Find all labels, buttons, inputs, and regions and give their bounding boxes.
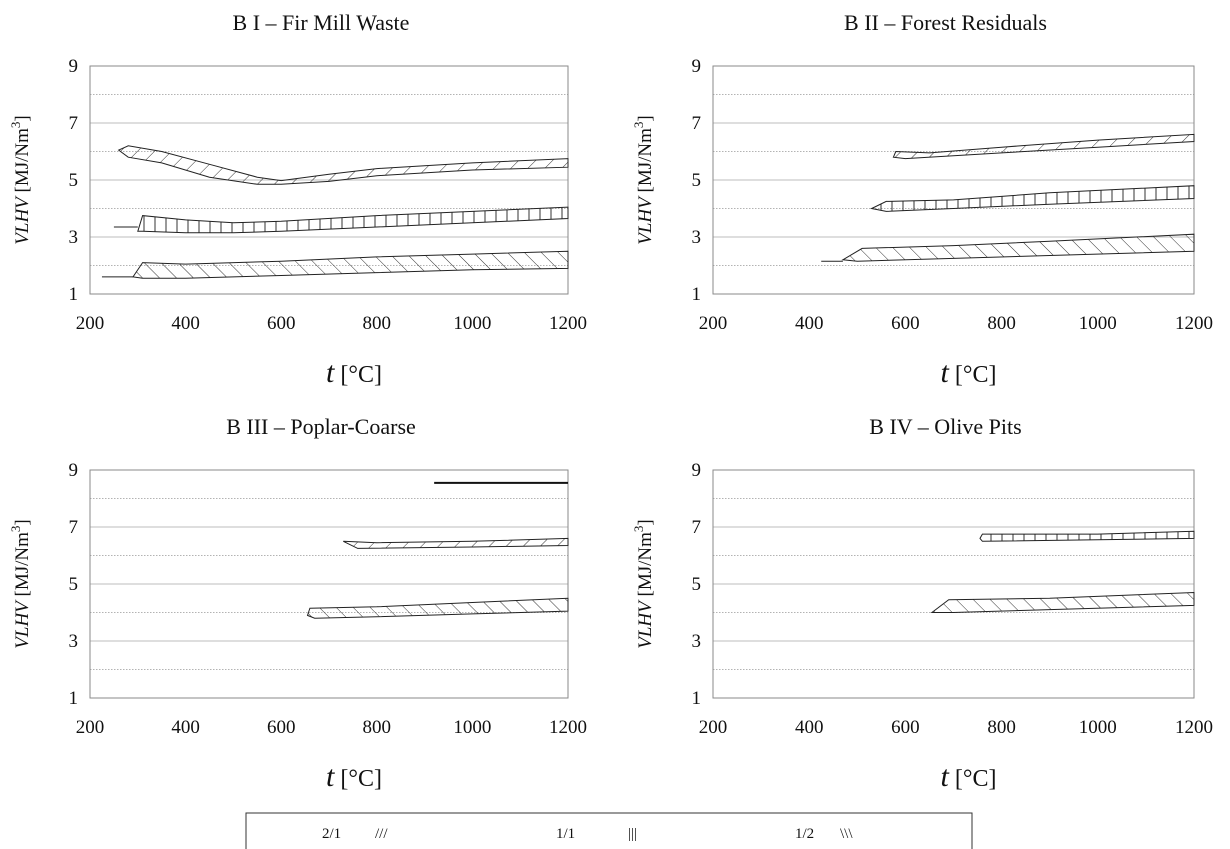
series-1-1 (113, 206, 569, 234)
y-tick-label: 7 (69, 113, 79, 134)
x-axis-label: t [°C] (326, 760, 382, 793)
y-tick-label: 5 (692, 574, 702, 595)
panel-title: B IV – Olive Pits (869, 414, 1021, 439)
band-area (117, 145, 569, 185)
series-1-2 (306, 597, 569, 619)
legend-hatch-1-1: ||| (628, 826, 637, 842)
y-tick-label: 1 (692, 284, 702, 305)
plot-frame (89, 469, 569, 699)
series-1-2 (821, 233, 1195, 262)
y-tick-label: 1 (69, 284, 79, 305)
plot-frame (712, 469, 1195, 699)
band-area (892, 133, 1195, 160)
series-1-2 (101, 250, 569, 279)
x-tick-label: 600 (267, 717, 296, 738)
band-area (930, 591, 1195, 613)
band-area (343, 537, 569, 549)
x-tick-label: 800 (363, 313, 392, 334)
x-tick-label: 1000 (453, 717, 491, 738)
x-tick-label: 400 (171, 313, 200, 334)
panel-title: B I – Fir Mill Waste (233, 10, 410, 35)
series-2-1 (343, 537, 569, 549)
y-tick-label: 7 (692, 517, 702, 538)
legend-hatch-2-1: /// (375, 826, 388, 842)
y-tick-label: 5 (69, 170, 79, 191)
series-2-1 (117, 145, 569, 185)
band-area (841, 233, 1195, 262)
panel-title: B II – Forest Residuals (844, 10, 1047, 35)
x-tick-label: 600 (891, 717, 920, 738)
plot-frame (89, 65, 569, 295)
legend-label-1-2: 1/2 (795, 826, 814, 842)
y-tick-label: 3 (69, 631, 79, 652)
y-tick-label: 9 (69, 460, 79, 481)
x-axis-label: t [°C] (941, 356, 997, 389)
x-tick-label: 200 (699, 313, 728, 334)
legend-frame (245, 812, 973, 849)
x-tick-label: 800 (987, 717, 1016, 738)
y-tick-label: 3 (69, 227, 79, 248)
series-2-1 (892, 133, 1195, 160)
x-axis-label: t [°C] (941, 760, 997, 793)
x-tick-label: 400 (795, 313, 824, 334)
chart-panel-1: B I – Fir Mill Waste 1 3 5 7 9 200 400 600 800 100… (8, 10, 587, 389)
y-tick-label: 9 (69, 56, 79, 77)
series-1-2 (930, 591, 1195, 613)
legend-hatch-1-2: \\\ (840, 826, 853, 842)
x-tick-label: 800 (363, 717, 392, 738)
x-tick-label: 1200 (1175, 717, 1213, 738)
chart-panel-2: B II – Forest Residuals 1 3 5 7 9 200 400 600 800… (631, 10, 1213, 389)
y-tick-label: 7 (69, 517, 79, 538)
legend-box: 2/1 /// 1/1 ||| 1/2 \\\ (245, 812, 973, 849)
band-area (132, 250, 569, 279)
x-tick-label: 1200 (549, 313, 587, 334)
y-axis-label: VLHV [MJ/Nm3] (8, 115, 33, 244)
y-tick-label: 7 (692, 113, 702, 134)
x-tick-label: 400 (795, 717, 824, 738)
chart-panel-4: B IV – Olive Pits 1 3 5 7 9 200 400 600 800 1000 12… (631, 414, 1213, 793)
plot-frame (712, 65, 1195, 295)
y-tick-label: 3 (692, 227, 702, 248)
x-tick-label: 1200 (1175, 313, 1213, 334)
y-tick-label: 9 (692, 460, 702, 481)
band-area (137, 206, 569, 234)
series-1-1 (979, 530, 1195, 542)
y-tick-label: 9 (692, 56, 702, 77)
x-tick-label: 1200 (549, 717, 587, 738)
band-area (979, 530, 1195, 542)
x-tick-label: 600 (891, 313, 920, 334)
x-tick-label: 200 (76, 313, 105, 334)
chart-panel-3: B III – Poplar-Coarse 1 3 5 7 9 200 400 600 800 10… (8, 414, 587, 793)
y-tick-label: 3 (692, 631, 702, 652)
y-tick-label: 1 (69, 688, 79, 709)
x-tick-label: 1000 (1079, 313, 1117, 334)
y-tick-label: 1 (692, 688, 702, 709)
x-tick-label: 200 (699, 717, 728, 738)
x-tick-label: 200 (76, 717, 105, 738)
x-tick-label: 400 (171, 717, 200, 738)
legend-label-1-1: 1/1 (556, 826, 575, 842)
series-1-1 (870, 185, 1195, 212)
y-tick-label: 5 (69, 574, 79, 595)
legend-label-2-1: 2/1 (322, 826, 341, 842)
x-tick-label: 600 (267, 313, 296, 334)
x-tick-label: 1000 (453, 313, 491, 334)
y-axis-label: VLHV [MJ/Nm3] (631, 519, 656, 648)
band-area (870, 185, 1195, 212)
y-tick-label: 5 (692, 170, 702, 191)
y-axis-label: VLHV [MJ/Nm3] (631, 115, 656, 244)
y-axis-label: VLHV [MJ/Nm3] (8, 519, 33, 648)
band-area (306, 597, 569, 619)
x-tick-label: 1000 (1079, 717, 1117, 738)
x-axis-label: t [°C] (326, 356, 382, 389)
panel-title: B III – Poplar-Coarse (226, 414, 416, 439)
x-tick-label: 800 (987, 313, 1016, 334)
